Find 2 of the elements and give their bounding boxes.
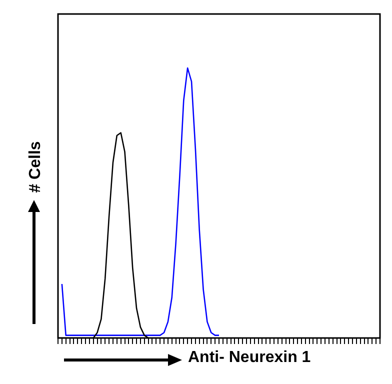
y-axis-title: # Cells — [27, 140, 45, 195]
x-axis-title: Anti- Neurexin 1 — [188, 349, 311, 367]
